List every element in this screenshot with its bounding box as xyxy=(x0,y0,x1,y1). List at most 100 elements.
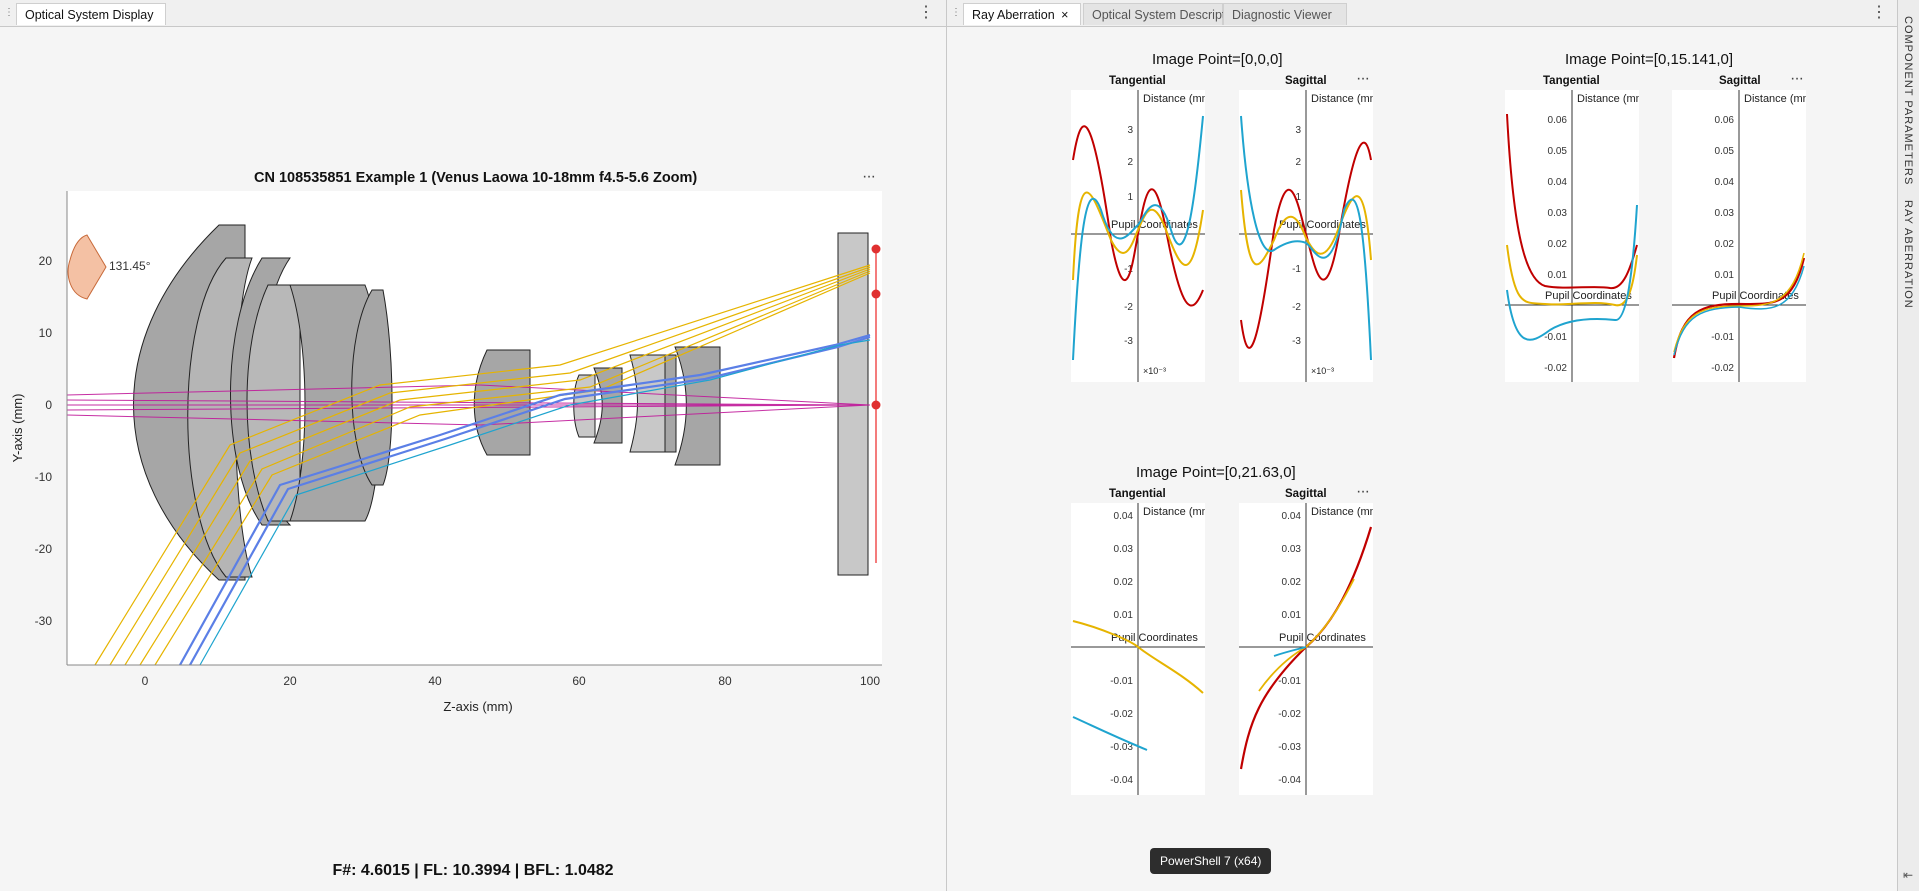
image-point-marker xyxy=(871,400,881,410)
tab-label: Ray Aberration xyxy=(972,8,1055,22)
svg-text:0.03: 0.03 xyxy=(1715,208,1735,219)
sagittal-label: Sagittal xyxy=(1285,75,1327,87)
svg-text:-2: -2 xyxy=(1292,302,1301,313)
fov-angle-label: 131.45° xyxy=(109,259,151,273)
svg-text:0.03: 0.03 xyxy=(1548,208,1568,219)
side-tab-ray-aberration[interactable]: RAY ABERRATION xyxy=(1902,200,1914,309)
image-point-marker xyxy=(871,289,881,299)
svg-text:2: 2 xyxy=(1127,157,1133,168)
svg-text:0.01: 0.01 xyxy=(1548,270,1568,281)
svg-text:1: 1 xyxy=(1295,192,1301,203)
drag-grip-icon[interactable]: ⋮ xyxy=(4,7,14,18)
collapse-icon[interactable]: ⇤ xyxy=(1903,868,1914,882)
svg-text:Distance (mm): Distance (mm) xyxy=(1577,93,1639,105)
svg-text:0: 0 xyxy=(45,398,52,412)
svg-text:0.04: 0.04 xyxy=(1282,511,1302,522)
svg-text:-1: -1 xyxy=(1292,264,1301,275)
svg-text:-0.02: -0.02 xyxy=(1711,363,1734,374)
svg-text:0.04: 0.04 xyxy=(1114,511,1134,522)
svg-text:-0.04: -0.04 xyxy=(1278,775,1301,786)
tab-optical-system-display[interactable]: Optical System Display xyxy=(16,3,166,25)
ray-bundle-off-axis-blue xyxy=(179,333,871,666)
plot-options-icon[interactable]: ··· xyxy=(1356,483,1370,500)
svg-text:0.05: 0.05 xyxy=(1715,146,1735,157)
plot-options-icon[interactable]: ··· xyxy=(1790,70,1804,87)
svg-text:0.06: 0.06 xyxy=(1715,115,1735,126)
tangential-label: Tangential xyxy=(1543,75,1600,87)
optical-layout-plot: 131.45° 0 20 40 60 80 100 20 10 0 -10 -2… xyxy=(10,191,882,714)
tab-ray-aberration[interactable]: Ray Aberration × xyxy=(963,3,1081,25)
side-tab-component-parameters[interactable]: COMPONENT PARAMETERS xyxy=(1902,16,1914,186)
svg-text:Distance (mm): Distance (mm) xyxy=(1311,93,1373,105)
x-axis-label: Z-axis (mm) xyxy=(443,699,512,714)
tab-diagnostic-viewer[interactable]: Diagnostic Viewer xyxy=(1223,3,1347,25)
drag-grip-icon[interactable]: ⋮ xyxy=(951,7,961,18)
svg-text:-20: -20 xyxy=(35,542,53,556)
svg-text:-0.01: -0.01 xyxy=(1278,676,1301,687)
svg-text:0.02: 0.02 xyxy=(1715,239,1735,250)
left-tabbar: ⋮ Optical System Display ⋮ xyxy=(0,0,946,27)
svg-text:100: 100 xyxy=(860,674,880,688)
svg-text:0.03: 0.03 xyxy=(1114,544,1134,555)
tab-optical-system-description[interactable]: Optical System Description xyxy=(1083,3,1242,25)
svg-text:0.02: 0.02 xyxy=(1282,577,1302,588)
y-ticks: 20 10 0 -10 -20 -30 xyxy=(35,254,53,628)
taskbar-tooltip: PowerShell 7 (x64) xyxy=(1150,848,1272,874)
svg-text:60: 60 xyxy=(572,674,586,688)
tangential-plot-3: Distance (mm) Pupil Coordinates 0.04 0.0… xyxy=(1071,503,1215,795)
svg-text:0.03: 0.03 xyxy=(1282,544,1302,555)
svg-text:40: 40 xyxy=(428,674,442,688)
svg-text:-10: -10 xyxy=(35,470,53,484)
svg-text:-0.03: -0.03 xyxy=(1110,742,1133,753)
svg-text:Distance (mm): Distance (mm) xyxy=(1744,93,1806,105)
sagittal-label: Sagittal xyxy=(1285,488,1327,500)
aberration-group-title: Image Point=[0,15.141,0] xyxy=(1565,51,1734,68)
svg-text:×10⁻³: ×10⁻³ xyxy=(1311,366,1334,376)
y-axis-label: Y-axis (mm) xyxy=(10,394,25,463)
svg-text:0.06: 0.06 xyxy=(1548,115,1568,126)
svg-text:20: 20 xyxy=(283,674,297,688)
sagittal-plot-1: Distance (mm) Pupil Coordinates 3 2 1 -1… xyxy=(1239,90,1383,382)
svg-text:10: 10 xyxy=(39,326,53,340)
sagittal-plot-3: Distance (mm) Pupil Coordinates 0.04 0.0… xyxy=(1239,503,1383,795)
svg-text:-0.02: -0.02 xyxy=(1110,709,1133,720)
svg-text:-0.01: -0.01 xyxy=(1711,332,1734,343)
svg-text:-0.02: -0.02 xyxy=(1544,363,1567,374)
svg-text:3: 3 xyxy=(1295,125,1301,136)
aberration-group-title: Image Point=[0,21.63,0] xyxy=(1136,464,1296,481)
ray-bundle-axial xyxy=(66,384,871,426)
svg-text:Distance (mm): Distance (mm) xyxy=(1143,506,1205,518)
tangential-label: Tangential xyxy=(1109,75,1166,87)
svg-text:3: 3 xyxy=(1127,125,1133,136)
svg-text:80: 80 xyxy=(718,674,732,688)
optical-system-display-pane: ⋮ Optical System Display ⋮ CN 108535851 … xyxy=(0,0,947,891)
svg-text:0.02: 0.02 xyxy=(1114,577,1134,588)
aberration-group-title: Image Point=[0,0,0] xyxy=(1152,51,1283,68)
plot-options-icon[interactable]: ··· xyxy=(862,168,876,185)
svg-text:0.01: 0.01 xyxy=(1114,610,1134,621)
svg-text:-0.02: -0.02 xyxy=(1278,709,1301,720)
sagittal-label: Sagittal xyxy=(1719,75,1761,87)
plot-title: CN 108535851 Example 1 (Venus Laowa 10-1… xyxy=(254,170,698,186)
left-panel-menu-icon[interactable]: ⋮ xyxy=(918,4,934,21)
svg-text:0.04: 0.04 xyxy=(1715,177,1735,188)
svg-text:Pupil Coordinates: Pupil Coordinates xyxy=(1111,632,1198,644)
svg-text:0.02: 0.02 xyxy=(1548,239,1568,250)
ray-bundle-chief-cyan xyxy=(199,339,871,666)
svg-text:-30: -30 xyxy=(35,614,53,628)
svg-text:Distance (mm): Distance (mm) xyxy=(1311,506,1373,518)
sagittal-plot-2: Distance (mm) Pupil Coordinates 0.06 0.0… xyxy=(1672,90,1816,382)
close-icon[interactable]: × xyxy=(1061,8,1069,22)
svg-text:0.01: 0.01 xyxy=(1282,610,1302,621)
svg-text:-0.04: -0.04 xyxy=(1110,775,1133,786)
svg-text:0.01: 0.01 xyxy=(1715,270,1735,281)
ray-aberration-pane: ⋮ Ray Aberration × Optical System Descri… xyxy=(947,0,1897,891)
svg-text:×10⁻³: ×10⁻³ xyxy=(1143,366,1166,376)
svg-text:-3: -3 xyxy=(1292,336,1301,347)
svg-text:1: 1 xyxy=(1127,192,1133,203)
svg-text:-2: -2 xyxy=(1124,302,1133,313)
plot-options-icon[interactable]: ··· xyxy=(1356,70,1370,87)
status-bar: F#: 4.6015 | FL: 10.3994 | BFL: 1.0482 xyxy=(332,862,614,879)
right-tabbar: ⋮ Ray Aberration × Optical System Descri… xyxy=(947,0,1897,27)
right-panel-menu-icon[interactable]: ⋮ xyxy=(1871,4,1887,21)
